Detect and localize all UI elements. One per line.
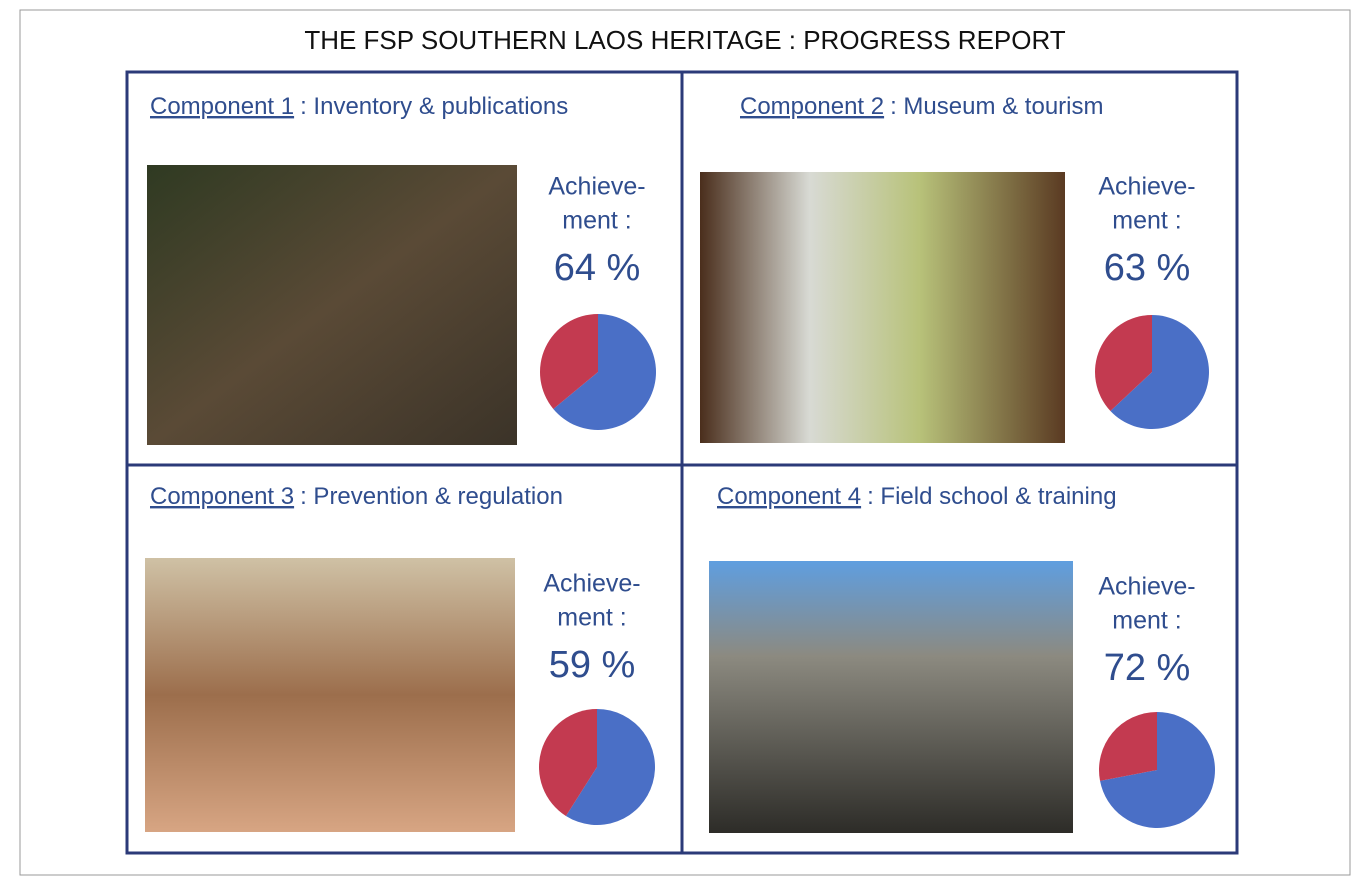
component-heading: Component 1: Inventory & publications — [150, 93, 568, 120]
component-heading: Component 4: Field school & training — [717, 483, 1117, 510]
photo — [147, 165, 517, 445]
report-title: THE FSP SOUTHERN LAOS HERITAGE : PROGRES… — [304, 25, 1065, 55]
pie-remaining — [540, 313, 598, 409]
achievement-label: ment : — [557, 604, 626, 632]
achievement-label: Achieve- — [548, 173, 645, 201]
component-label: Component 3 — [150, 483, 294, 510]
pie-remaining — [1094, 315, 1152, 412]
pie-remaining — [1099, 712, 1157, 781]
photo — [709, 561, 1073, 833]
achievement-label: ment : — [1112, 607, 1181, 635]
component-title: : Museum & tourism — [890, 93, 1103, 120]
pie-achieved — [1100, 712, 1215, 828]
photo — [700, 172, 1065, 443]
component-heading: Component 2: Museum & tourism — [740, 93, 1103, 120]
component-title: : Field school & training — [867, 483, 1116, 510]
component-label: Component 2 — [740, 93, 884, 120]
component-label: Component 1 — [150, 93, 294, 120]
page-border — [19, 9, 1351, 876]
achievement-label: ment : — [562, 207, 631, 235]
achievement-label: Achieve- — [1098, 173, 1195, 201]
component-label: Component 4 — [717, 483, 861, 510]
component-title: : Prevention & regulation — [300, 483, 563, 510]
achievement-value: 63 % — [1104, 247, 1191, 289]
achievement-value: 59 % — [549, 644, 636, 686]
achievement-value: 64 % — [554, 247, 641, 289]
achievement-label: Achieve- — [1098, 573, 1195, 601]
pie-achieved — [553, 313, 657, 430]
achievement-label: ment : — [1112, 207, 1181, 235]
achievement-label: Achieve- — [543, 570, 640, 598]
pie-remaining — [539, 709, 597, 816]
photo — [145, 558, 515, 832]
achievement-value: 72 % — [1104, 647, 1191, 689]
pie-achieved — [565, 709, 656, 825]
pie-achieved — [1110, 315, 1209, 429]
component-title: : Inventory & publications — [300, 93, 568, 120]
component-heading: Component 3: Prevention & regulation — [150, 483, 563, 510]
